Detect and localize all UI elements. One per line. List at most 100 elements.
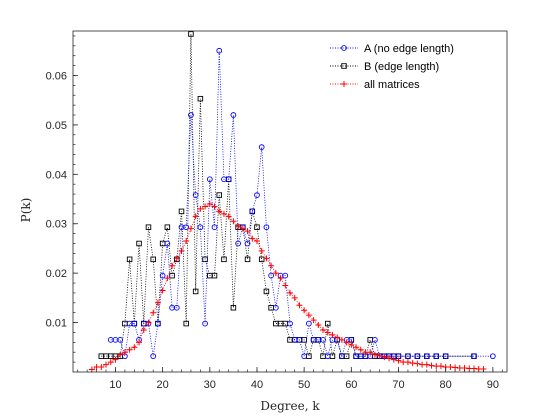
series-b-point [216, 192, 222, 198]
y-tick-label: 0.02 [46, 268, 67, 280]
series-all [88, 200, 487, 373]
series-all-point [310, 317, 317, 324]
legend: A (no edge length) B (edge length) all mat… [330, 43, 454, 91]
legend-label: all matrices [364, 79, 420, 91]
series-all-point [244, 228, 251, 235]
series-a-point [372, 337, 378, 343]
series-a-point [159, 272, 166, 279]
series-all-point [301, 307, 308, 314]
series-all-point [272, 270, 279, 277]
series-a-point [268, 272, 274, 279]
series-all-point [329, 331, 336, 338]
series-all-point [145, 319, 152, 326]
series-a-point [206, 176, 213, 183]
series-b-point [221, 256, 227, 263]
series-all-point [395, 357, 402, 364]
y-tick-label: 0.06 [46, 70, 67, 82]
series-all-point [258, 247, 265, 254]
legend-marker [341, 81, 347, 87]
legend-entry: A (no edge length) [330, 43, 454, 55]
series-a-point [188, 112, 194, 118]
series-a-point [263, 224, 270, 231]
series-a-point [117, 337, 124, 343]
series-all-point [404, 359, 411, 366]
legend-label: B (edge length) [364, 61, 439, 73]
series-a-point [131, 320, 138, 327]
series-all-point [287, 289, 293, 296]
legend-marker [341, 63, 347, 69]
x-axis-label: Degree, k [260, 399, 320, 413]
series-b-point [164, 224, 171, 230]
legend-label: A (no edge length) [364, 43, 454, 55]
series-all-point [305, 312, 312, 319]
series-b-point [169, 272, 175, 279]
series-all-point [126, 346, 133, 353]
x-tick-label: 40 [251, 379, 263, 391]
series-a-point [254, 192, 260, 198]
series-b-point [202, 256, 208, 263]
series-all-point [291, 294, 298, 301]
series-all-point [324, 329, 331, 336]
series-all-point [121, 349, 128, 356]
series-all-point [334, 334, 341, 341]
series-all-point [131, 344, 138, 351]
series-a-point [155, 320, 161, 327]
series-all-point [414, 360, 421, 367]
series-a-point [306, 320, 312, 327]
series-a-point [405, 353, 411, 360]
series-all-point [103, 361, 110, 368]
series-all-point [282, 282, 289, 289]
series-a-point [249, 208, 256, 215]
series-a-point [442, 353, 449, 360]
series-all-point [164, 275, 171, 282]
y-tick-label: 0.01 [46, 318, 67, 330]
series-a-point [235, 240, 241, 247]
series-all-point [183, 238, 190, 245]
series-a-point [164, 240, 171, 247]
series-a-point [339, 353, 345, 360]
series-a-point [244, 240, 251, 247]
y-axis-label: P(k) [19, 198, 33, 223]
x-tick-label: 30 [204, 379, 216, 391]
series-all-point [367, 349, 374, 356]
series-all-point [386, 355, 393, 362]
series-all-point [390, 356, 397, 363]
legend-entry: all matrices [330, 79, 420, 91]
series-a-point [258, 144, 265, 150]
series-a-point [272, 304, 279, 311]
series-a-point [320, 337, 326, 343]
series-a-point [471, 353, 477, 360]
series-a-point [324, 353, 331, 360]
series-a-point [216, 47, 223, 54]
series-b-point [178, 208, 185, 215]
series-all-point [343, 339, 350, 346]
series-a-point [211, 224, 218, 231]
series-a-point [433, 353, 440, 360]
series-all-point [107, 359, 114, 366]
series-b-point [188, 31, 194, 37]
series-all-point [192, 213, 199, 220]
series-all-point [348, 341, 355, 348]
series-a-point [282, 272, 289, 279]
series-all-point [211, 203, 218, 210]
series-all-point [320, 326, 327, 333]
series-all-point [230, 218, 237, 225]
y-tick-label: 0.03 [46, 219, 67, 231]
series-all-point [353, 344, 360, 351]
series-all-point [277, 275, 284, 282]
series-a-point [197, 224, 204, 231]
x-tick-label: 70 [392, 379, 404, 391]
series-b-point [126, 256, 133, 263]
series-all-point [239, 225, 246, 232]
series-b-point [244, 256, 251, 263]
series-all-point [357, 346, 364, 353]
series-a-point [192, 192, 199, 198]
series-b-point [192, 288, 199, 295]
series-a-point [230, 112, 237, 118]
series-a-point [296, 337, 303, 343]
series-b-point [254, 224, 260, 230]
series-a-point [150, 353, 157, 360]
series-all-point [150, 309, 157, 316]
x-tick-label: 60 [345, 379, 357, 391]
series-all-point [268, 262, 275, 269]
